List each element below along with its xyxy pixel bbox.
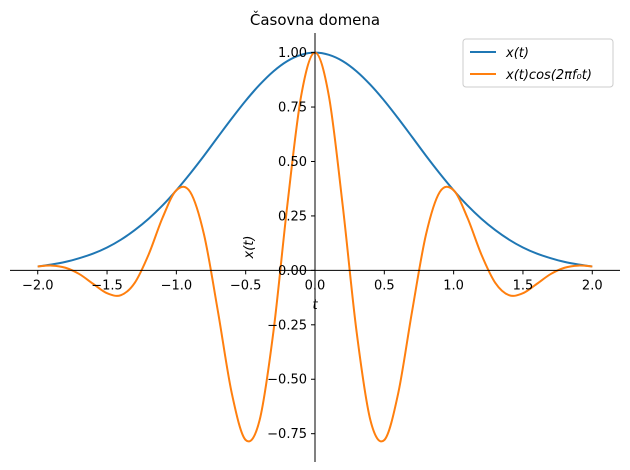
legend-frame (462, 38, 614, 88)
legend-label-modulated: x(t)cos(2πf₀t) (505, 68, 592, 83)
y-tick-label: 0.75 (278, 101, 307, 116)
x-axis-label: t (312, 298, 318, 313)
x-tick-label: 2.0 (582, 278, 603, 293)
x-tick-label: −1.5 (91, 278, 123, 293)
legend-label-x: x(t) (505, 46, 529, 61)
x-tick-label: 1.0 (443, 278, 464, 293)
y-tick-label: −0.25 (267, 318, 307, 333)
y-axis-label: x(t) (242, 236, 257, 260)
ticks-group: −2.0 −1.5 −1.0 −0.5 0.0 0.5 1.0 1.5 2.0 −0.75 −0.5… (22, 46, 603, 442)
y-tick-label: −0.75 (267, 427, 307, 442)
x-tick-label: −2.0 (22, 278, 54, 293)
chart-title: Časovna domena (250, 10, 380, 29)
axes-group (10, 33, 620, 462)
x-tick-label: 0.5 (374, 278, 395, 293)
y-tick-label: 1.00 (278, 46, 307, 61)
x-tick-label: 0.0 (305, 278, 326, 293)
x-tick-label: −0.5 (230, 278, 262, 293)
y-tick-label: 0.50 (278, 155, 307, 170)
legend: x(t) x(t)cos(2πf₀t) (462, 38, 614, 88)
y-tick-label: 0.00 (278, 264, 307, 279)
y-tick-label: −0.50 (267, 373, 307, 388)
x-tick-label: −1.0 (161, 278, 193, 293)
x-tick-label: 1.5 (513, 278, 534, 293)
y-tick-label: 0.25 (278, 209, 307, 224)
